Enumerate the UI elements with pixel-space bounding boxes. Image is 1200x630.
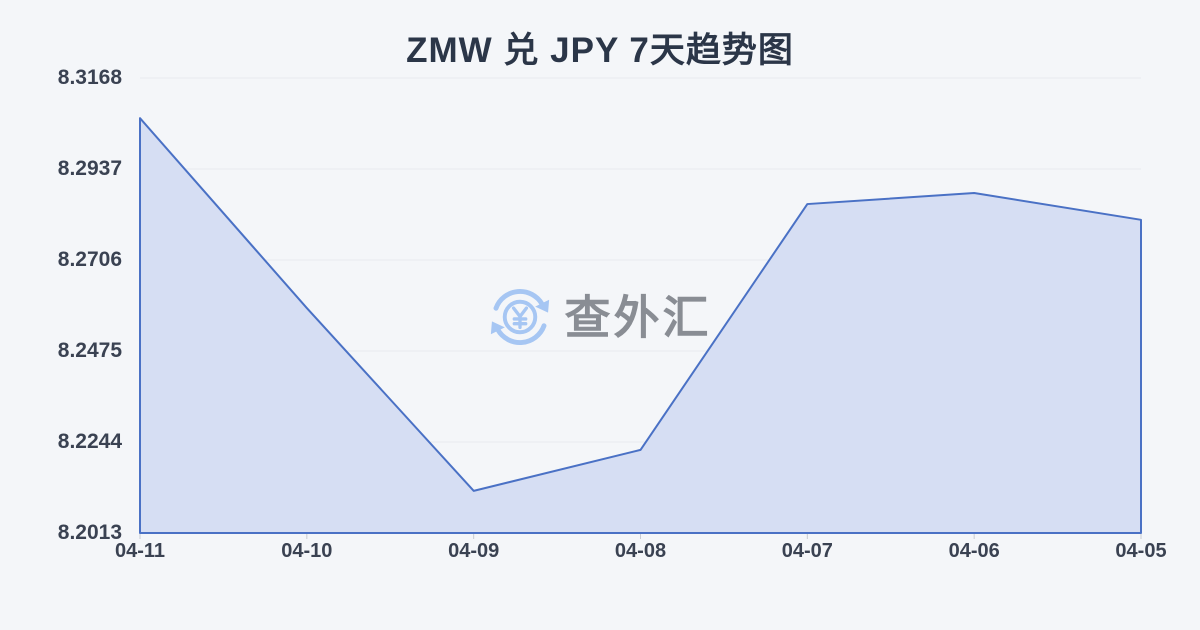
y-axis-label: 8.2013 <box>57 521 122 544</box>
y-axis-label: 8.3168 <box>57 66 122 89</box>
x-axis-label: 04-06 <box>948 540 1000 562</box>
y-axis-label: 8.2244 <box>57 430 122 453</box>
chart-title: ZMW 兑 JPY 7天趋势图 <box>406 31 794 70</box>
x-axis-label: 04-08 <box>614 540 667 562</box>
x-axis-label: 04-11 <box>114 540 166 562</box>
x-axis-label: 04-07 <box>781 540 833 562</box>
y-axis-label: 8.2475 <box>57 339 122 362</box>
trend-area <box>139 117 1142 534</box>
x-axis-label: 04-09 <box>448 540 500 562</box>
x-axis-label: 04-10 <box>281 540 333 562</box>
y-axis-label: 8.2706 <box>57 248 122 271</box>
y-axis-label: 8.2937 <box>57 157 122 180</box>
x-axis-label: 04-05 <box>1115 540 1167 562</box>
